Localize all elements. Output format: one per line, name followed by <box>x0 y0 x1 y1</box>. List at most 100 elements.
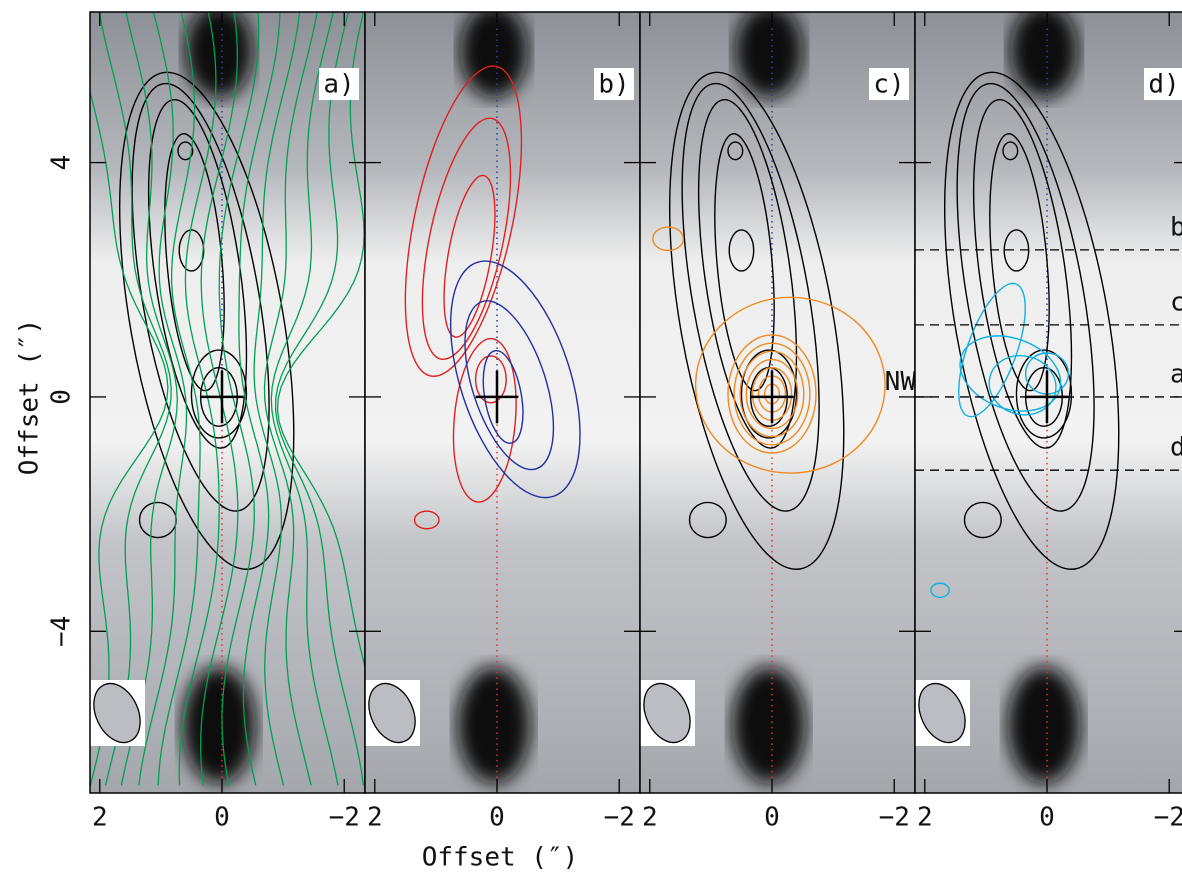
contour <box>956 82 1095 512</box>
contour <box>120 12 178 786</box>
star-blob <box>735 12 803 99</box>
contour <box>178 229 205 272</box>
x-tick-label: 2 <box>367 803 383 833</box>
background <box>640 12 915 793</box>
x-tick-label: −2 <box>1154 803 1182 833</box>
x-tick-label: 0 <box>1039 803 1055 833</box>
contour <box>98 12 172 786</box>
contour <box>963 501 1002 539</box>
beam <box>93 682 141 744</box>
contour <box>138 12 188 786</box>
x-tick-label: 0 <box>214 803 230 833</box>
contour <box>668 71 845 570</box>
contour <box>972 99 1073 449</box>
contour <box>745 358 799 430</box>
x-axis-label: Offset (″) <box>422 843 579 873</box>
contour <box>177 141 194 161</box>
y-tick-label: −4 <box>47 616 77 647</box>
x-tick-label: 2 <box>642 803 658 833</box>
panel-label: d) <box>1148 70 1179 100</box>
y-tick-label: 0 <box>47 389 77 405</box>
contour <box>178 12 220 786</box>
label-box <box>594 68 634 100</box>
contour <box>739 350 805 438</box>
contour <box>474 355 507 404</box>
contour <box>443 174 496 338</box>
contour <box>958 282 1026 418</box>
contour <box>90 89 169 786</box>
star-blob <box>1007 666 1081 784</box>
contour <box>276 12 365 670</box>
contour <box>199 12 239 786</box>
x-tick-label: −2 <box>879 803 910 833</box>
contour <box>694 296 886 474</box>
contour <box>1002 141 1019 161</box>
x-tick-label: 0 <box>489 803 505 833</box>
contour <box>452 337 517 503</box>
contour <box>697 99 798 449</box>
panel <box>640 12 915 793</box>
annotation: b <box>1170 212 1182 242</box>
contour <box>449 260 581 499</box>
label-box <box>1144 68 1182 100</box>
contour <box>727 334 817 454</box>
x-tick-label: −2 <box>329 803 360 833</box>
annotation: c <box>1170 287 1182 317</box>
contour <box>930 582 950 599</box>
contour <box>218 12 260 786</box>
contour <box>157 12 201 786</box>
star-blob <box>185 12 253 99</box>
contour <box>688 501 727 539</box>
annotation: NW <box>885 367 917 397</box>
panel <box>90 12 365 793</box>
panel-label: b) <box>598 70 629 100</box>
label-box <box>869 68 909 100</box>
star-blob <box>1010 12 1078 99</box>
contour <box>263 12 318 786</box>
y-tick-label: 4 <box>47 155 77 171</box>
contour <box>989 133 1050 392</box>
y-axis-label: Offset (″) <box>15 319 45 476</box>
contour <box>253 12 301 786</box>
contour <box>413 510 440 530</box>
contour <box>728 229 755 272</box>
beam <box>918 682 966 744</box>
x-tick-label: −2 <box>604 803 635 833</box>
label-box <box>319 68 359 100</box>
contour <box>421 117 512 361</box>
frame <box>914 11 1182 794</box>
annotation: d <box>1170 433 1182 463</box>
contour <box>482 349 524 444</box>
contour <box>404 65 523 377</box>
background <box>365 12 640 793</box>
star-blob <box>460 12 528 99</box>
contour <box>652 226 685 252</box>
contour <box>270 12 339 786</box>
contour <box>190 349 248 439</box>
contour <box>1015 349 1073 439</box>
contour <box>118 71 295 570</box>
star-blob <box>732 666 806 784</box>
x-tick-label: 2 <box>92 803 108 833</box>
x-tick-label: 0 <box>764 803 780 833</box>
x-tick-label: 2 <box>917 803 933 833</box>
contour <box>959 335 1062 412</box>
annotation: a <box>1170 359 1182 389</box>
panel <box>365 12 640 793</box>
contour <box>740 349 798 439</box>
contour <box>733 342 811 446</box>
panel-label: a) <box>323 70 354 100</box>
contour <box>274 12 365 786</box>
contour <box>681 82 820 512</box>
beam <box>368 682 416 744</box>
contour <box>988 354 1057 416</box>
contour <box>238 12 281 786</box>
beam <box>643 682 691 744</box>
panel <box>915 12 1182 793</box>
contour <box>727 141 744 161</box>
contour <box>714 133 775 392</box>
contour <box>943 71 1120 570</box>
contour <box>464 300 555 471</box>
